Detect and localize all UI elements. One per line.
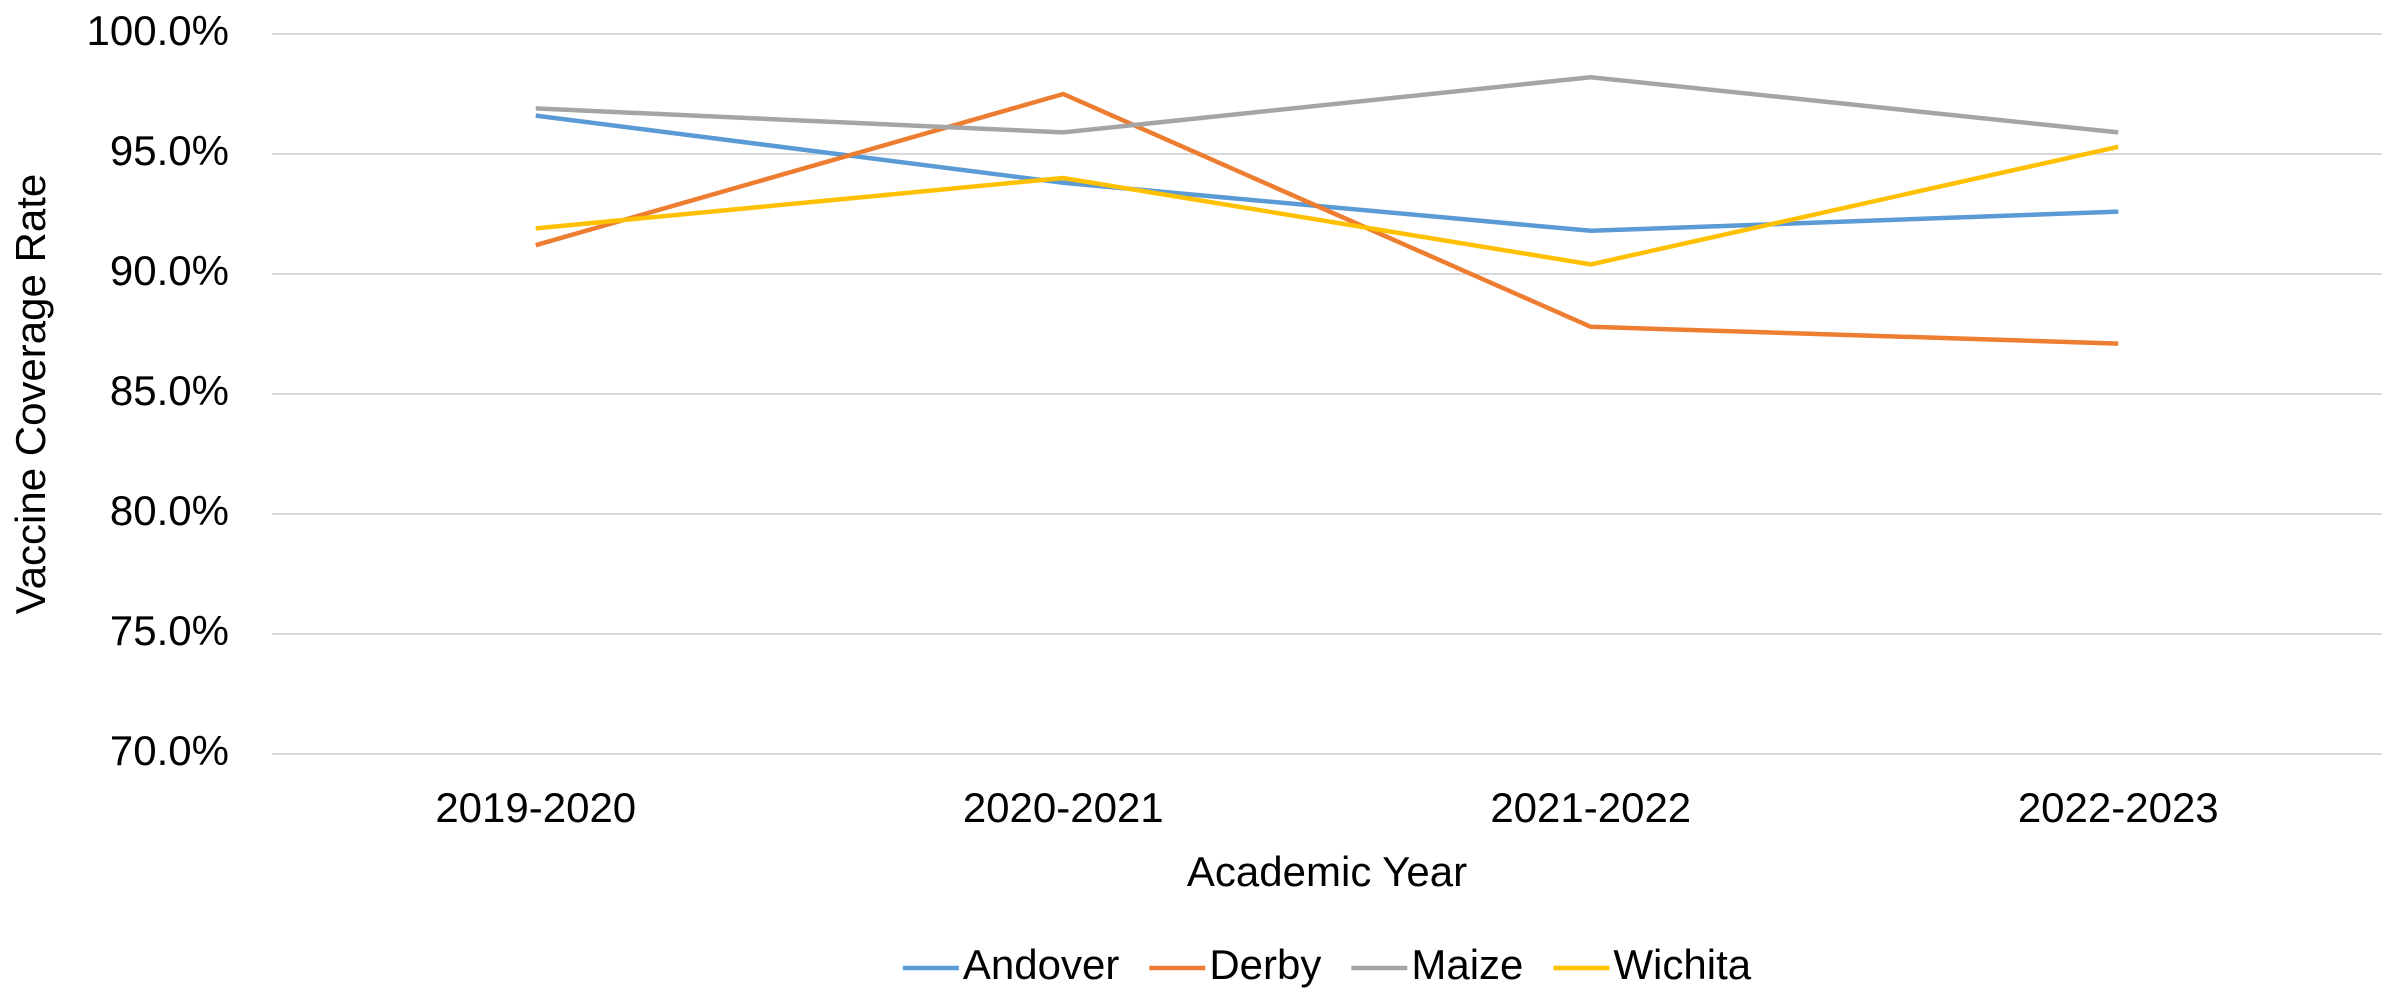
y-tick-label: 80.0% (110, 487, 229, 534)
series-line (535, 91, 2119, 346)
x-tick-label: 2020-2021 (963, 784, 1164, 831)
x-tick-label: 2021-2022 (1490, 784, 1691, 831)
legend-label: Derby (1209, 941, 1321, 988)
x-tick-label: 2019-2020 (435, 784, 636, 831)
series-line (535, 144, 2119, 267)
x-tick-label: 2022-2023 (2018, 784, 2219, 831)
series-line (535, 113, 2119, 234)
y-tick-label: 95.0% (110, 127, 229, 174)
y-tick-label: 75.0% (110, 607, 229, 654)
y-tick-label: 70.0% (110, 727, 229, 774)
legend-label: Maize (1411, 941, 1523, 988)
series-line (535, 74, 2119, 135)
x-axis-title: Academic Year (1187, 848, 1467, 895)
legend: Andover Derby Maize Wichita (902, 941, 1752, 988)
legend-label: Wichita (1613, 941, 1751, 988)
legend-label: Andover (963, 941, 1119, 988)
y-axis-title: Vaccine Coverage Rate (7, 174, 54, 614)
y-tick-label: 85.0% (110, 367, 229, 414)
y-tick-label: 100.0% (87, 7, 229, 54)
y-tick-label: 90.0% (110, 247, 229, 294)
